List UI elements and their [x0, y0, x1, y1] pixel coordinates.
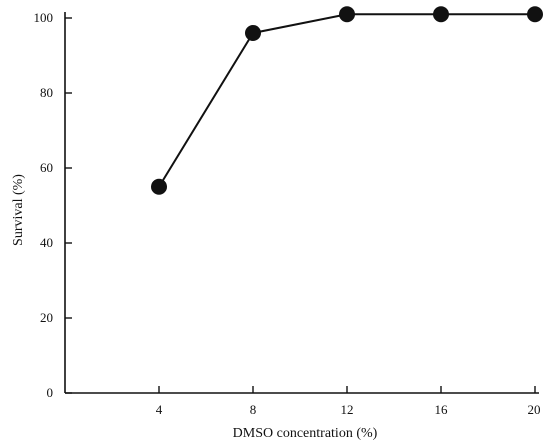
x-tick-label: 20 — [528, 402, 541, 417]
data-point — [151, 178, 167, 195]
y-tick-label: 40 — [40, 235, 53, 250]
x-tick-label: 8 — [250, 402, 257, 417]
series-layer — [151, 6, 543, 195]
data-point — [433, 6, 449, 23]
x-tick-label: 16 — [435, 402, 449, 417]
data-point — [339, 6, 355, 23]
y-axis-ticks: 0 20 40 60 80 100 — [34, 10, 72, 400]
y-tick-label: 60 — [40, 160, 53, 175]
y-tick-label: 0 — [47, 385, 54, 400]
x-axis-ticks: 4 8 12 16 20 — [156, 386, 541, 417]
y-tick-label: 80 — [40, 85, 53, 100]
x-axis-title: DMSO concentration (%) — [233, 426, 378, 441]
data-point — [245, 25, 261, 41]
x-tick-label: 12 — [341, 402, 354, 417]
y-tick-label: 20 — [40, 310, 53, 325]
series-line — [158, 13, 535, 188]
plot-area — [64, 12, 539, 394]
data-point — [527, 6, 543, 23]
x-tick-label: 4 — [156, 402, 163, 417]
y-tick-label: 100 — [34, 10, 54, 25]
y-axis-title: Survival (%) — [11, 174, 26, 246]
